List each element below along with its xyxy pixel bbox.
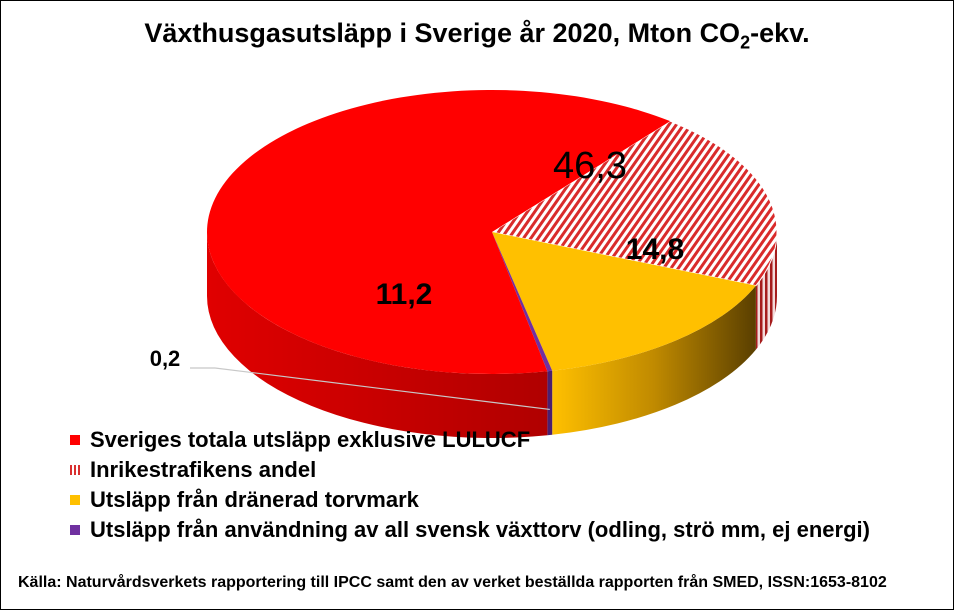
title-subscript: 2 <box>740 32 751 53</box>
legend-label: Sveriges totala utsläpp exklusive LULUCF <box>90 427 531 452</box>
legend-swatch-red <box>70 435 80 445</box>
pie-tops <box>207 89 778 374</box>
slice-total-top <box>207 89 671 374</box>
data-label-slice-peat-use: 0,2 <box>150 346 181 371</box>
title-suffix: -ekv. <box>750 18 810 48</box>
slice-peat-use-side <box>547 370 553 436</box>
legend-item-transport: Inrikestrafikens andel <box>70 456 870 486</box>
title-main: Växthusgasutsläpp i Sverige år 2020, Mto… <box>144 18 741 48</box>
slice-peatland-top <box>492 232 756 371</box>
slice-transport-top <box>490 120 778 287</box>
legend-swatch-yellow <box>70 495 80 505</box>
legend-item-peat-use: Utsläpp från användning av all svensk vä… <box>70 516 870 546</box>
slice-peat-use-top <box>492 232 553 372</box>
source-note: Källa: Naturvårdsverkets rapportering ti… <box>18 574 887 591</box>
legend-label: Inrikestrafikens andel <box>90 457 317 482</box>
legend-label: Utsläpp från användning av all svensk vä… <box>90 517 870 542</box>
data-label-slice-transport: 14,8 <box>626 233 684 266</box>
legend-swatch-purple <box>70 525 80 535</box>
legend-item-peatland: Utsläpp från dränerad torvmark <box>70 486 870 516</box>
data-label-slice-total: 46,3 <box>553 145 627 187</box>
chart-title: Växthusgasutsläpp i Sverige år 2020, Mto… <box>0 18 954 53</box>
legend-item-total: Sveriges totala utsläpp exklusive LULUCF <box>70 426 870 456</box>
legend-label: Utsläpp från dränerad torvmark <box>90 487 419 512</box>
legend-swatch-striped <box>70 465 80 475</box>
pie-labels: 46,3 14,8 11,2 0,2 <box>150 145 684 411</box>
slice-total-side <box>207 232 548 438</box>
slice-peatland-side <box>552 285 756 435</box>
legend: Sveriges totala utsläpp exklusive LULUCF… <box>70 426 870 546</box>
pie-sides <box>207 232 778 438</box>
slice-transport-side <box>755 232 778 350</box>
data-label-slice-peatland: 11,2 <box>376 278 433 311</box>
leader-line <box>190 367 550 411</box>
